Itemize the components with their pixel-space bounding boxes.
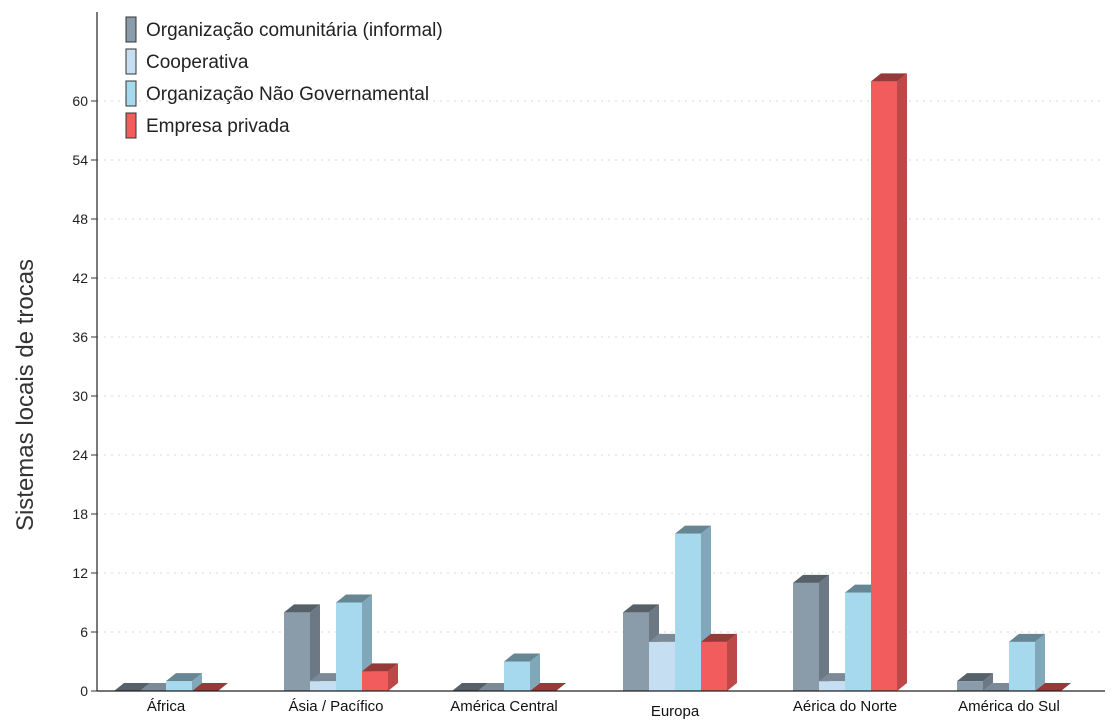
bar — [1009, 633, 1045, 691]
bar — [793, 574, 829, 691]
legend-item: Organização Não Governamental — [125, 80, 429, 107]
bar — [362, 663, 398, 691]
legend-swatch — [125, 48, 137, 75]
bar-top — [336, 594, 372, 603]
bar-front — [310, 681, 336, 691]
bar — [166, 673, 202, 691]
bar-top — [114, 683, 150, 691]
bar-top — [871, 73, 907, 82]
bar-front — [1009, 641, 1035, 691]
bar-top — [675, 525, 711, 534]
bars — [114, 73, 1071, 692]
y-tick-label: 42 — [72, 270, 88, 286]
legend-item: Organização comunitária (informal) — [125, 16, 443, 43]
bar-top — [192, 683, 228, 691]
legend-label: Empresa privada — [146, 116, 290, 137]
y-tick-label: 24 — [72, 447, 88, 463]
legend: Organização comunitária (informal) Cooper… — [125, 16, 443, 139]
y-tick-label: 6 — [80, 624, 88, 640]
bar-top — [1009, 633, 1045, 642]
y-axis-label: Sistemas locais de trocas — [12, 259, 39, 531]
bar-front — [649, 641, 675, 691]
x-tick-label: África — [147, 698, 186, 715]
y-tick-label: 60 — [72, 93, 88, 109]
x-tick-label: América Central — [450, 698, 558, 715]
bar-side — [1035, 633, 1045, 691]
y-tick-label: 12 — [72, 565, 88, 581]
legend-swatch — [125, 16, 137, 43]
bar — [957, 673, 993, 691]
x-tick-label: América do Sul — [958, 698, 1060, 715]
legend-swatch — [125, 80, 137, 107]
bar-front — [957, 681, 983, 691]
legend-item: Cooperativa — [125, 48, 249, 75]
bar-group — [957, 633, 1071, 692]
bar-front — [166, 681, 192, 691]
bar-top — [362, 663, 398, 672]
bar — [504, 653, 540, 691]
bar-group — [114, 673, 228, 692]
y-tick-label: 0 — [80, 683, 88, 699]
bar-side — [819, 574, 829, 691]
legend-label: Organização comunitária (informal) — [146, 20, 443, 41]
bar-front — [675, 533, 701, 691]
bar-side — [388, 663, 398, 691]
y-tick-label: 36 — [72, 329, 88, 345]
bar-front — [845, 592, 871, 691]
bar-front — [362, 671, 388, 691]
bar-front — [336, 602, 362, 691]
bar-front — [623, 612, 649, 691]
bar-top — [452, 683, 488, 691]
bar-top — [504, 653, 540, 662]
bar-front — [871, 81, 897, 692]
legend-item: Empresa privada — [125, 112, 290, 139]
y-axis-ticks: 0 6 12 18 24 30 36 42 48 54 60 — [72, 93, 97, 699]
x-tick-label: Aérica do Norte — [793, 698, 897, 715]
bar-front — [819, 681, 845, 691]
bar-group — [793, 73, 907, 692]
bar-group — [284, 594, 398, 691]
bar-side — [727, 633, 737, 691]
bar-front — [701, 641, 727, 691]
y-tick-label: 18 — [72, 506, 88, 522]
gridlines — [97, 100, 1105, 633]
axes — [96, 12, 1105, 692]
x-tick-label: Europa — [651, 703, 700, 720]
legend-label: Organização Não Governamental — [146, 84, 429, 105]
bar-group — [452, 653, 566, 692]
x-tick-label: Ásia / Pacífico — [288, 698, 383, 715]
bar-top — [623, 604, 659, 613]
bar-side — [310, 604, 320, 691]
bar-top — [166, 673, 202, 682]
bar — [701, 633, 737, 691]
bar-side — [530, 653, 540, 691]
y-tick-label: 30 — [72, 388, 88, 404]
y-tick-label: 54 — [72, 152, 88, 168]
x-axis-labels: África Ásia / Pacífico América Central Euro… — [147, 698, 1060, 720]
y-tick-label: 48 — [72, 211, 88, 227]
bar-front — [504, 661, 530, 691]
bar — [871, 73, 907, 692]
bar — [284, 604, 320, 691]
bar-top — [701, 633, 737, 642]
bar-top — [1035, 683, 1071, 691]
bar-front — [284, 612, 310, 691]
legend-swatch — [125, 112, 137, 139]
bar-front — [793, 582, 819, 691]
bar-side — [983, 673, 993, 691]
bar-top — [284, 604, 320, 613]
bar-top — [957, 673, 993, 682]
bar-top — [530, 683, 566, 691]
bar-side — [192, 673, 202, 691]
legend-label: Cooperativa — [146, 52, 249, 73]
bar-top — [793, 574, 829, 583]
bar-group — [623, 525, 737, 691]
bar-side — [897, 73, 907, 692]
